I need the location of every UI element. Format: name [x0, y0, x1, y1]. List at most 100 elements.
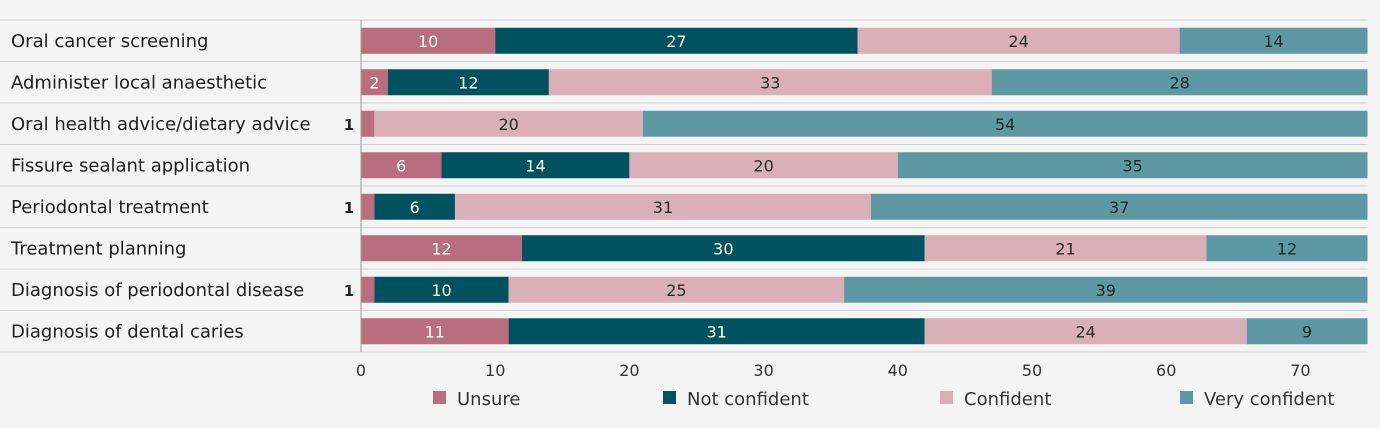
- data-label: 14: [525, 156, 545, 175]
- bar-row-oral-cancer-screening: Oral cancer screening 10 27 24 14: [11, 27, 1368, 54]
- bar-row-oral-health-advice-dietary-advice: Oral health advice/dietary advice 1 20 54: [11, 110, 1368, 137]
- bar-segment-not-confident: [495, 27, 858, 54]
- legend-item-confident: Confident: [940, 389, 1051, 410]
- x-tick-label: 0: [356, 361, 366, 380]
- x-axis-ticks: 0 10 20 30 40 50 60 70: [356, 361, 1311, 380]
- bar-segment-unsure: [361, 152, 442, 179]
- bar-segment-not-confident: [387, 69, 549, 96]
- data-label: 20: [753, 156, 773, 175]
- bar-segment-confident: [857, 27, 1180, 54]
- data-label: 35: [1122, 156, 1142, 175]
- bar-segment-confident: [548, 69, 992, 96]
- bar-segment-not-confident: [522, 235, 925, 262]
- bar-segment-confident: [629, 152, 898, 179]
- category-label: Oral cancer screening: [11, 31, 208, 52]
- legend-label: Very confident: [1204, 389, 1334, 410]
- bar-segment-not-confident: [374, 276, 509, 303]
- legend-item-unsure: Unsure: [433, 389, 520, 410]
- data-label: 10: [418, 32, 438, 51]
- x-tick-label: 60: [1156, 361, 1176, 380]
- bar-row-diagnosis-of-periodontal-disease: Diagnosis of periodontal disease 1 10 25 39: [11, 276, 1368, 303]
- x-tick-label: 20: [619, 361, 639, 380]
- data-label: 11: [425, 322, 445, 341]
- bar-row-treatment-planning: Treatment planning 12 30 21 12: [10, 235, 1368, 262]
- data-label: 1: [344, 116, 354, 134]
- legend-label: Confident: [964, 389, 1051, 410]
- bar-segment-very-confident: [1206, 235, 1368, 262]
- data-label: 30: [713, 239, 733, 258]
- legend-item-very-confident: Very confident: [1180, 389, 1334, 410]
- bar-segment-unsure: [361, 276, 375, 303]
- category-label: Diagnosis of periodontal disease: [11, 280, 304, 301]
- chart-rows: Oral cancer screening 10 27 24 14 Administer …: [0, 19, 1368, 353]
- legend-swatch: [940, 391, 953, 404]
- category-label: Oral health advice/dietary advice: [11, 114, 311, 135]
- data-label: 10: [431, 281, 451, 300]
- data-label: 24: [1076, 322, 1096, 341]
- bar-segment-very-confident: [897, 152, 1368, 179]
- legend-item-not-confident: Not confident: [663, 389, 809, 410]
- bar-segment-unsure: [361, 27, 496, 54]
- x-tick-label: 10: [485, 361, 505, 380]
- bar-segment-confident: [374, 110, 643, 137]
- category-label: Fissure sealant application: [11, 155, 250, 176]
- data-label: 1: [344, 199, 354, 217]
- data-label: 2: [369, 73, 379, 92]
- category-label: Treatment planning: [10, 238, 186, 259]
- data-label: 20: [498, 115, 518, 134]
- data-label: 6: [396, 156, 406, 175]
- data-label: 21: [1055, 239, 1075, 258]
- data-label: 31: [706, 322, 726, 341]
- data-label: 1: [344, 282, 354, 300]
- bar-segment-unsure: [361, 110, 375, 137]
- bar-segment-very-confident: [1179, 27, 1368, 54]
- data-label: 24: [1008, 32, 1028, 51]
- legend-swatch: [663, 391, 676, 404]
- bar-segment-very-confident: [642, 110, 1368, 137]
- category-label: Periodontal treatment: [11, 197, 209, 218]
- bar-segment-unsure: [361, 69, 388, 96]
- legend-label: Unsure: [457, 389, 520, 410]
- bar-segment-very-confident: [844, 276, 1368, 303]
- data-label: 6: [410, 198, 420, 217]
- bar-segment-not-confident: [374, 193, 455, 220]
- bar-segment-confident: [924, 318, 1247, 345]
- bar-segment-confident: [508, 276, 845, 303]
- data-label: 14: [1263, 32, 1283, 51]
- data-label: 33: [760, 73, 780, 92]
- data-label: 9: [1302, 322, 1312, 341]
- bar-segment-not-confident: [508, 318, 925, 345]
- data-label: 12: [431, 239, 451, 258]
- x-tick-label: 40: [888, 361, 908, 380]
- bar-row-fissure-sealant-application: Fissure sealant application 6 14 20 35: [11, 152, 1368, 179]
- bar-segment-confident: [454, 193, 871, 220]
- category-label: Diagnosis of dental caries: [11, 321, 244, 342]
- legend-swatch: [1180, 391, 1193, 404]
- legend: Unsure Not confident Confident Very confide…: [433, 389, 1334, 410]
- x-tick-label: 70: [1290, 361, 1310, 380]
- data-label: 37: [1109, 198, 1129, 217]
- bar-row-diagnosis-of-dental-caries: Diagnosis of dental caries 11 31 24 9: [11, 318, 1368, 345]
- legend-label: Not confident: [687, 389, 809, 410]
- x-tick-label: 30: [753, 361, 773, 380]
- bar-segment-very-confident: [870, 193, 1368, 220]
- bar-segment-confident: [924, 235, 1207, 262]
- legend-swatch: [433, 391, 446, 404]
- data-label: 12: [1277, 239, 1297, 258]
- data-label: 31: [653, 198, 673, 217]
- data-label: 25: [666, 281, 686, 300]
- data-label: 28: [1169, 73, 1189, 92]
- bar-segment-not-confident: [441, 152, 630, 179]
- bar-segment-very-confident: [991, 69, 1368, 96]
- bar-row-periodontal-treatment: Periodontal treatment 1 6 31 37: [11, 193, 1368, 220]
- data-label: 27: [666, 32, 686, 51]
- data-label: 39: [1096, 281, 1116, 300]
- bar-row-administer-local-anaesthetic: Administer local anaesthetic 2 12 33 28: [11, 69, 1368, 96]
- bar-segment-unsure: [361, 318, 509, 345]
- data-label: 54: [995, 115, 1015, 134]
- bar-segment-unsure: [361, 193, 375, 220]
- data-label: 12: [458, 73, 478, 92]
- bar-segment-very-confident: [1246, 318, 1368, 345]
- category-label: Administer local anaesthetic: [11, 72, 267, 93]
